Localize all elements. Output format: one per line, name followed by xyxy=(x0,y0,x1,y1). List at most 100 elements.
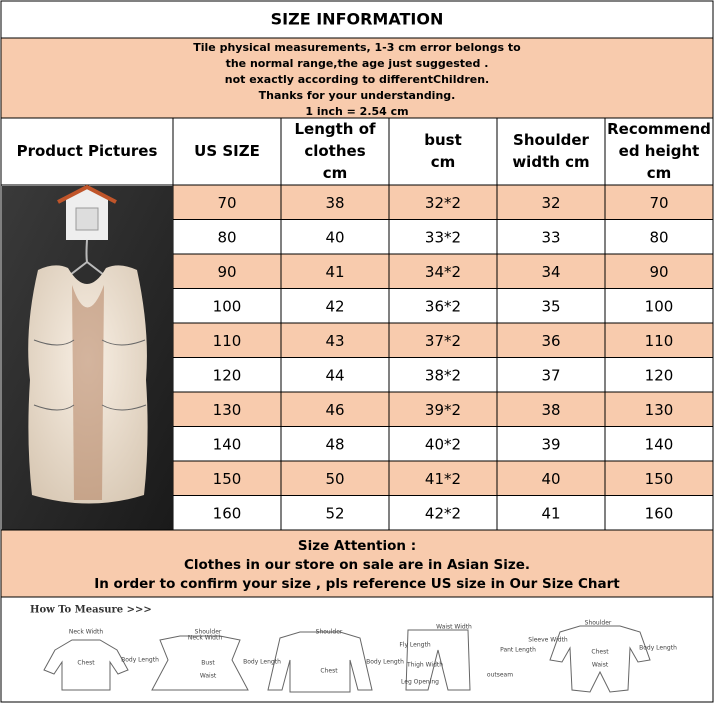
cell-value: 42*2 xyxy=(425,504,461,522)
notice-line: Thanks for your understanding. xyxy=(259,89,456,102)
header-label: width cm xyxy=(512,153,589,171)
measure-label: Chest xyxy=(77,660,95,667)
measure-label: Chest xyxy=(320,668,338,675)
table-cell xyxy=(388,288,498,324)
notice-line: the normal range,the age just suggested … xyxy=(226,57,489,70)
table-cell xyxy=(496,322,606,358)
table-cell xyxy=(388,426,498,462)
product-picture xyxy=(2,184,173,530)
measure-label: Waist xyxy=(592,662,609,669)
title-cell xyxy=(0,0,714,39)
table-cell xyxy=(172,219,282,255)
measure-label: Shoulder xyxy=(585,620,612,627)
table-cell xyxy=(604,460,714,496)
cell-value: 150 xyxy=(213,470,242,488)
cell-value: 39 xyxy=(541,435,560,453)
cell-value: 80 xyxy=(217,228,236,246)
header-label: cm xyxy=(323,164,348,182)
measure-sketches xyxy=(43,625,651,693)
table-cell xyxy=(496,460,606,496)
cell-value: 41 xyxy=(325,263,344,281)
cell-value: 38 xyxy=(325,194,344,212)
measure-label: Shoulder xyxy=(195,629,222,636)
measure-label: Leg Opening xyxy=(401,679,439,686)
header-label: clothes xyxy=(304,142,365,160)
table-cell xyxy=(604,253,714,289)
header-cell xyxy=(280,117,390,186)
cell-value: 140 xyxy=(645,435,674,453)
measure-label: Thigh Width xyxy=(406,662,443,669)
table-cell xyxy=(172,391,282,427)
notice-line: not exactly according to differentChildr… xyxy=(225,73,489,86)
header-cell xyxy=(604,117,714,186)
table-cell xyxy=(604,357,714,393)
table-cell xyxy=(388,219,498,255)
table-cell xyxy=(172,495,282,531)
table-cell xyxy=(280,460,390,496)
cell-value: 41 xyxy=(541,504,560,522)
attention-line: Size Attention : xyxy=(298,538,416,554)
measure-label: Neck Width xyxy=(69,629,103,636)
table-cell xyxy=(388,322,498,358)
measure-label: outseam xyxy=(487,672,513,679)
table-cell xyxy=(280,426,390,462)
table-cell xyxy=(388,184,498,220)
table-cell xyxy=(172,460,282,496)
header-cell xyxy=(496,117,606,186)
cell-value: 42 xyxy=(325,297,344,315)
cell-value: 120 xyxy=(213,366,242,384)
header-label: Length of xyxy=(294,120,376,138)
cell-value: 100 xyxy=(645,297,674,315)
measure-label: Body Length xyxy=(243,659,281,666)
cell-value: 33*2 xyxy=(425,228,461,246)
measure-title: How To Measure >>> xyxy=(30,605,152,616)
cell-value: 46 xyxy=(325,401,344,419)
cell-value: 160 xyxy=(213,504,242,522)
cell-value: 70 xyxy=(649,194,668,212)
cell-value: 43 xyxy=(325,332,344,350)
table-cell xyxy=(172,288,282,324)
header-label: US SIZE xyxy=(194,142,260,160)
header-label: Recommend xyxy=(607,120,711,138)
cell-value: 70 xyxy=(217,194,236,212)
header-label: cm xyxy=(647,164,672,182)
table-cell xyxy=(496,219,606,255)
notice-line: Tile physical measurements, 1-3 cm error… xyxy=(193,41,521,54)
table-cell xyxy=(496,357,606,393)
cell-value: 34*2 xyxy=(425,263,461,281)
table: Product Pictures US SIZE Length of clothes c… xyxy=(0,117,714,531)
measure-label: Body Length xyxy=(639,645,677,652)
notice-cell xyxy=(0,37,714,119)
table-cell xyxy=(280,495,390,531)
cell-value: 37*2 xyxy=(425,332,461,350)
header-label: bust xyxy=(424,131,462,149)
measure-label: Body Length xyxy=(366,659,404,666)
attention-line: Clothes in our store on sale are in Asia… xyxy=(184,557,530,573)
header-label: Product Pictures xyxy=(17,142,158,160)
table-cell xyxy=(604,184,714,220)
cell-value: 90 xyxy=(649,263,668,281)
cell-value: 41*2 xyxy=(425,470,461,488)
cell-value: 80 xyxy=(649,228,668,246)
table-cell xyxy=(496,253,606,289)
table-cell xyxy=(496,391,606,427)
cell-value: 36 xyxy=(541,332,560,350)
table-cell xyxy=(280,219,390,255)
measure-label: Body Length xyxy=(121,657,159,664)
cell-value: 150 xyxy=(645,470,674,488)
table-cell xyxy=(172,426,282,462)
cell-value: 90 xyxy=(217,263,236,281)
header-cell xyxy=(0,117,174,186)
table-cell xyxy=(280,357,390,393)
table-cell xyxy=(388,357,498,393)
cell-value: 52 xyxy=(325,504,344,522)
cell-value: 100 xyxy=(213,297,242,315)
cell-value: 130 xyxy=(645,401,674,419)
notice: Tile physical measurements, 1-3 cm error… xyxy=(193,41,521,118)
cell-value: 130 xyxy=(213,401,242,419)
attention-line: In order to confirm your size , pls refe… xyxy=(94,576,620,592)
table-cell xyxy=(388,495,498,531)
table-cell xyxy=(604,391,714,427)
